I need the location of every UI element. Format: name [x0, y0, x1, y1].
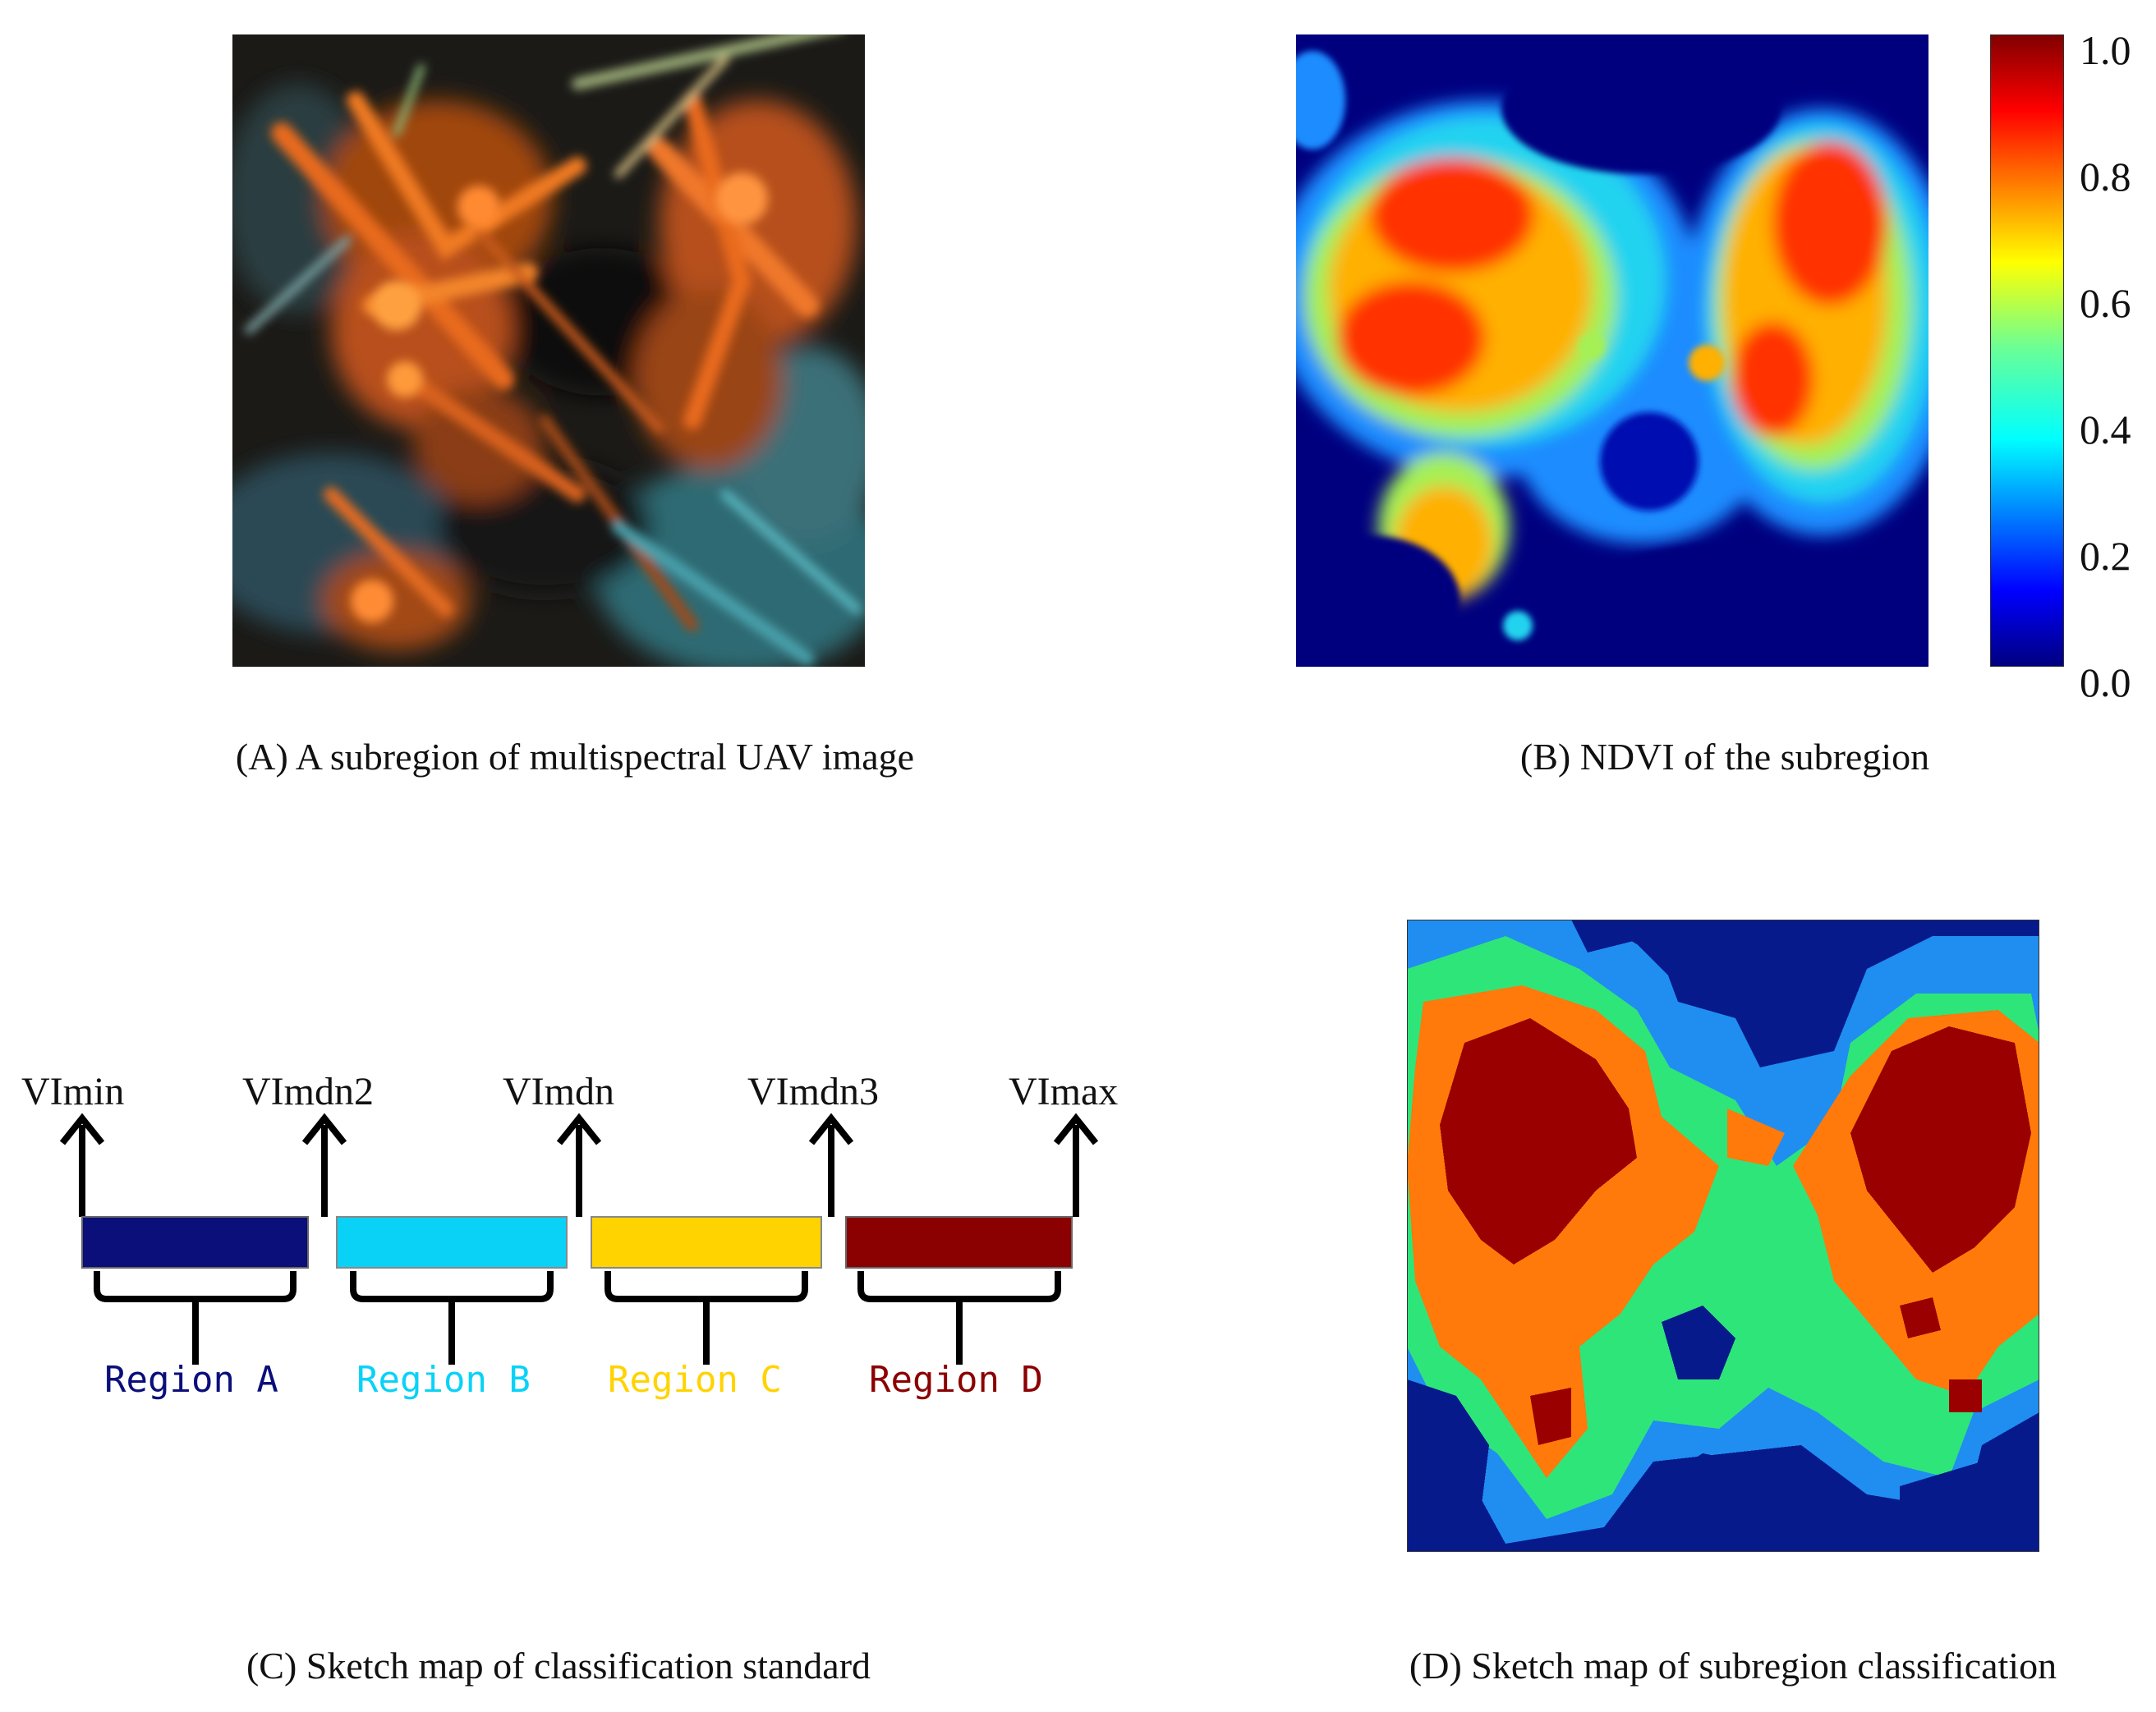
threshold-vimdn: VImdn [503, 1070, 614, 1113]
classification-map [1407, 920, 2039, 1552]
colorbar-tick-6: 0.0 [2080, 659, 2131, 705]
region-b-bar [336, 1216, 568, 1269]
colorbar-tick-5: 0.2 [2080, 533, 2131, 579]
caption-a: (A) A subregion of multispectral UAV ima… [235, 736, 915, 778]
region-b-label: Region B [356, 1359, 531, 1401]
region-d-bar [845, 1216, 1073, 1269]
ndvi-colorbar [1990, 34, 2064, 667]
brace-c [605, 1271, 808, 1302]
uav-image [232, 34, 865, 667]
brace-b [350, 1271, 554, 1302]
ndvi-panel [1296, 34, 1928, 667]
threshold-vimdn2: VImdn2 [242, 1070, 374, 1113]
ndvi-map [1296, 34, 1928, 667]
threshold-vimdn3: VImdn3 [747, 1070, 879, 1113]
region-c-bar [591, 1216, 822, 1269]
region-a-label: Region A [104, 1359, 278, 1401]
colorbar-tick-3: 0.6 [2080, 280, 2131, 326]
caption-c: (C) Sketch map of classification standar… [246, 1645, 871, 1687]
colorbar-tick-4: 0.4 [2080, 406, 2131, 452]
colorbar-tick-1: 1.0 [2080, 27, 2131, 73]
classification-standard-diagram [0, 1043, 1166, 1429]
threshold-vimin: VImin [21, 1070, 125, 1113]
uav-image-panel [232, 34, 865, 667]
brace-d [857, 1271, 1061, 1302]
caption-b: (B) NDVI of the subregion [1519, 736, 1930, 778]
classification-map-panel [1407, 920, 2039, 1552]
region-d-label: Region D [869, 1359, 1043, 1401]
colorbar-tick-2: 0.8 [2080, 154, 2131, 200]
region-a-bar [81, 1216, 309, 1269]
caption-d: (D) Sketch map of subregion classificati… [1409, 1645, 2057, 1687]
threshold-vimax: VImax [1009, 1070, 1119, 1113]
region-c-label: Region C [608, 1359, 782, 1401]
brace-a [94, 1271, 297, 1302]
